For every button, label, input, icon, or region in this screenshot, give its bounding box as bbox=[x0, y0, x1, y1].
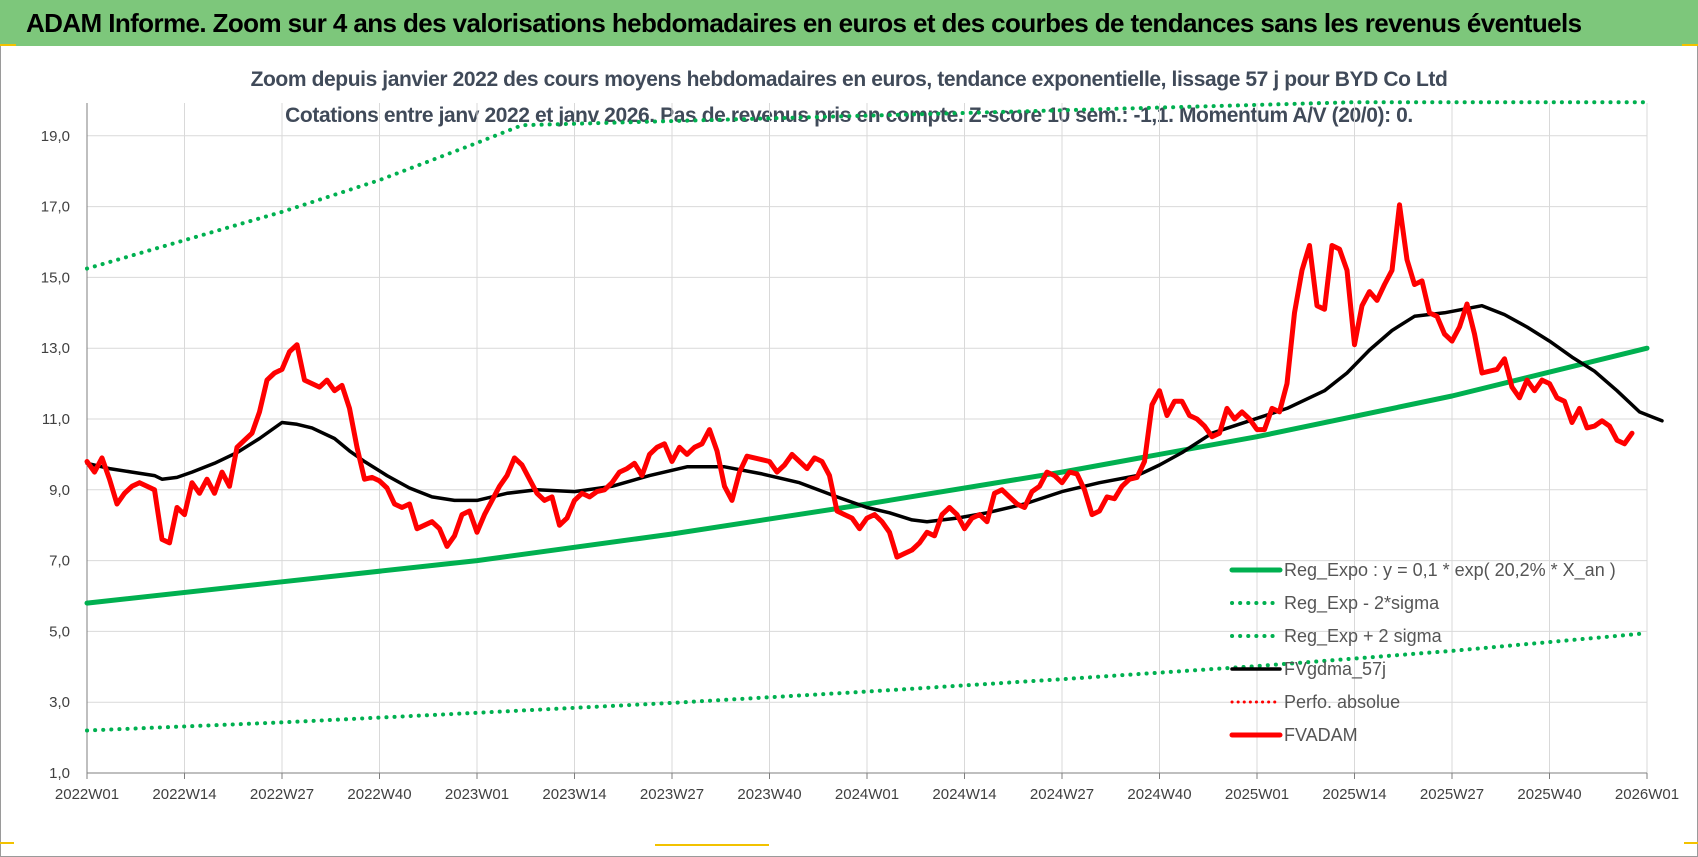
x-tick-label: 2025W14 bbox=[1322, 786, 1386, 803]
x-tick-label: 2023W01 bbox=[445, 786, 509, 803]
x-tick-label: 2022W27 bbox=[250, 786, 314, 803]
x-tick-label: 2022W14 bbox=[152, 786, 216, 803]
legend-item-perf-label: Perfo. absolue bbox=[1284, 692, 1400, 712]
series-lines bbox=[84, 100, 1664, 733]
y-tick-label: 7,0 bbox=[49, 553, 70, 570]
y-tick-label: 3,0 bbox=[49, 694, 70, 711]
upper-band-line bbox=[85, 100, 1649, 271]
x-tick-label: 2025W27 bbox=[1420, 786, 1484, 803]
x-tick-label: 2022W01 bbox=[55, 786, 119, 803]
legend: Reg_Expo : y = 0,1 * exp( 20,2% * X_an )… bbox=[1229, 560, 1616, 745]
x-tick-label: 2023W40 bbox=[737, 786, 801, 803]
corner-mark-bottom-right bbox=[1684, 842, 1698, 844]
smoothed-line bbox=[85, 303, 1664, 524]
trend-line bbox=[84, 345, 1650, 606]
corner-mark-bottom-left bbox=[0, 842, 14, 844]
x-tick-label: 2024W27 bbox=[1030, 786, 1094, 803]
axis: 1,0 3,0 5,0 7,0 9,0 11,0 13,0 15,0 17,0 19,0 2022W… bbox=[41, 103, 1679, 803]
legend-item-price-label: FVADAM bbox=[1284, 725, 1358, 745]
lower-band-line bbox=[85, 631, 1649, 733]
x-tick-label: 2022W40 bbox=[347, 786, 411, 803]
legend-item-lower-band-label: Reg_Exp - 2*sigma bbox=[1284, 593, 1440, 614]
y-tick-label: 17,0 bbox=[41, 199, 70, 216]
x-tick-label: 2026W01 bbox=[1615, 786, 1679, 803]
x-tick-label: 2025W40 bbox=[1517, 786, 1581, 803]
y-tick-label: 1,0 bbox=[49, 765, 70, 782]
legend-item-trend-label: Reg_Expo : y = 0,1 * exp( 20,2% * X_an ) bbox=[1284, 560, 1616, 581]
y-tick-label: 15,0 bbox=[41, 269, 70, 286]
corner-mark-left bbox=[0, 44, 16, 46]
x-tick-label: 2024W14 bbox=[932, 786, 996, 803]
legend-item-upper-band-label: Reg_Exp + 2 sigma bbox=[1284, 626, 1443, 647]
y-tick-label: 9,0 bbox=[49, 482, 70, 499]
y-tick-label: 11,0 bbox=[42, 411, 70, 428]
grid-lines bbox=[86, 103, 1648, 774]
x-tick-label: 2024W40 bbox=[1127, 786, 1191, 803]
y-tick-label: 5,0 bbox=[49, 623, 70, 640]
corner-mark-bottom-mid bbox=[655, 844, 769, 846]
chart-title: Zoom depuis janvier 2022 des cours moyen… bbox=[250, 68, 1448, 91]
x-tick-label: 2024W01 bbox=[835, 786, 899, 803]
corner-mark-right bbox=[1682, 44, 1698, 46]
x-tick-label: 2025W01 bbox=[1225, 786, 1289, 803]
x-tick-label: 2023W14 bbox=[542, 786, 606, 803]
x-tick-label: 2023W27 bbox=[640, 786, 704, 803]
banner-title: ADAM Informe. Zoom sur 4 ans des valoris… bbox=[0, 0, 1698, 46]
y-tick-label: 13,0 bbox=[41, 340, 70, 357]
y-tick-label: 19,0 bbox=[41, 128, 70, 145]
legend-item-smoothed-label: FVgdma_57j bbox=[1284, 659, 1386, 680]
perf-line bbox=[84, 202, 1635, 560]
